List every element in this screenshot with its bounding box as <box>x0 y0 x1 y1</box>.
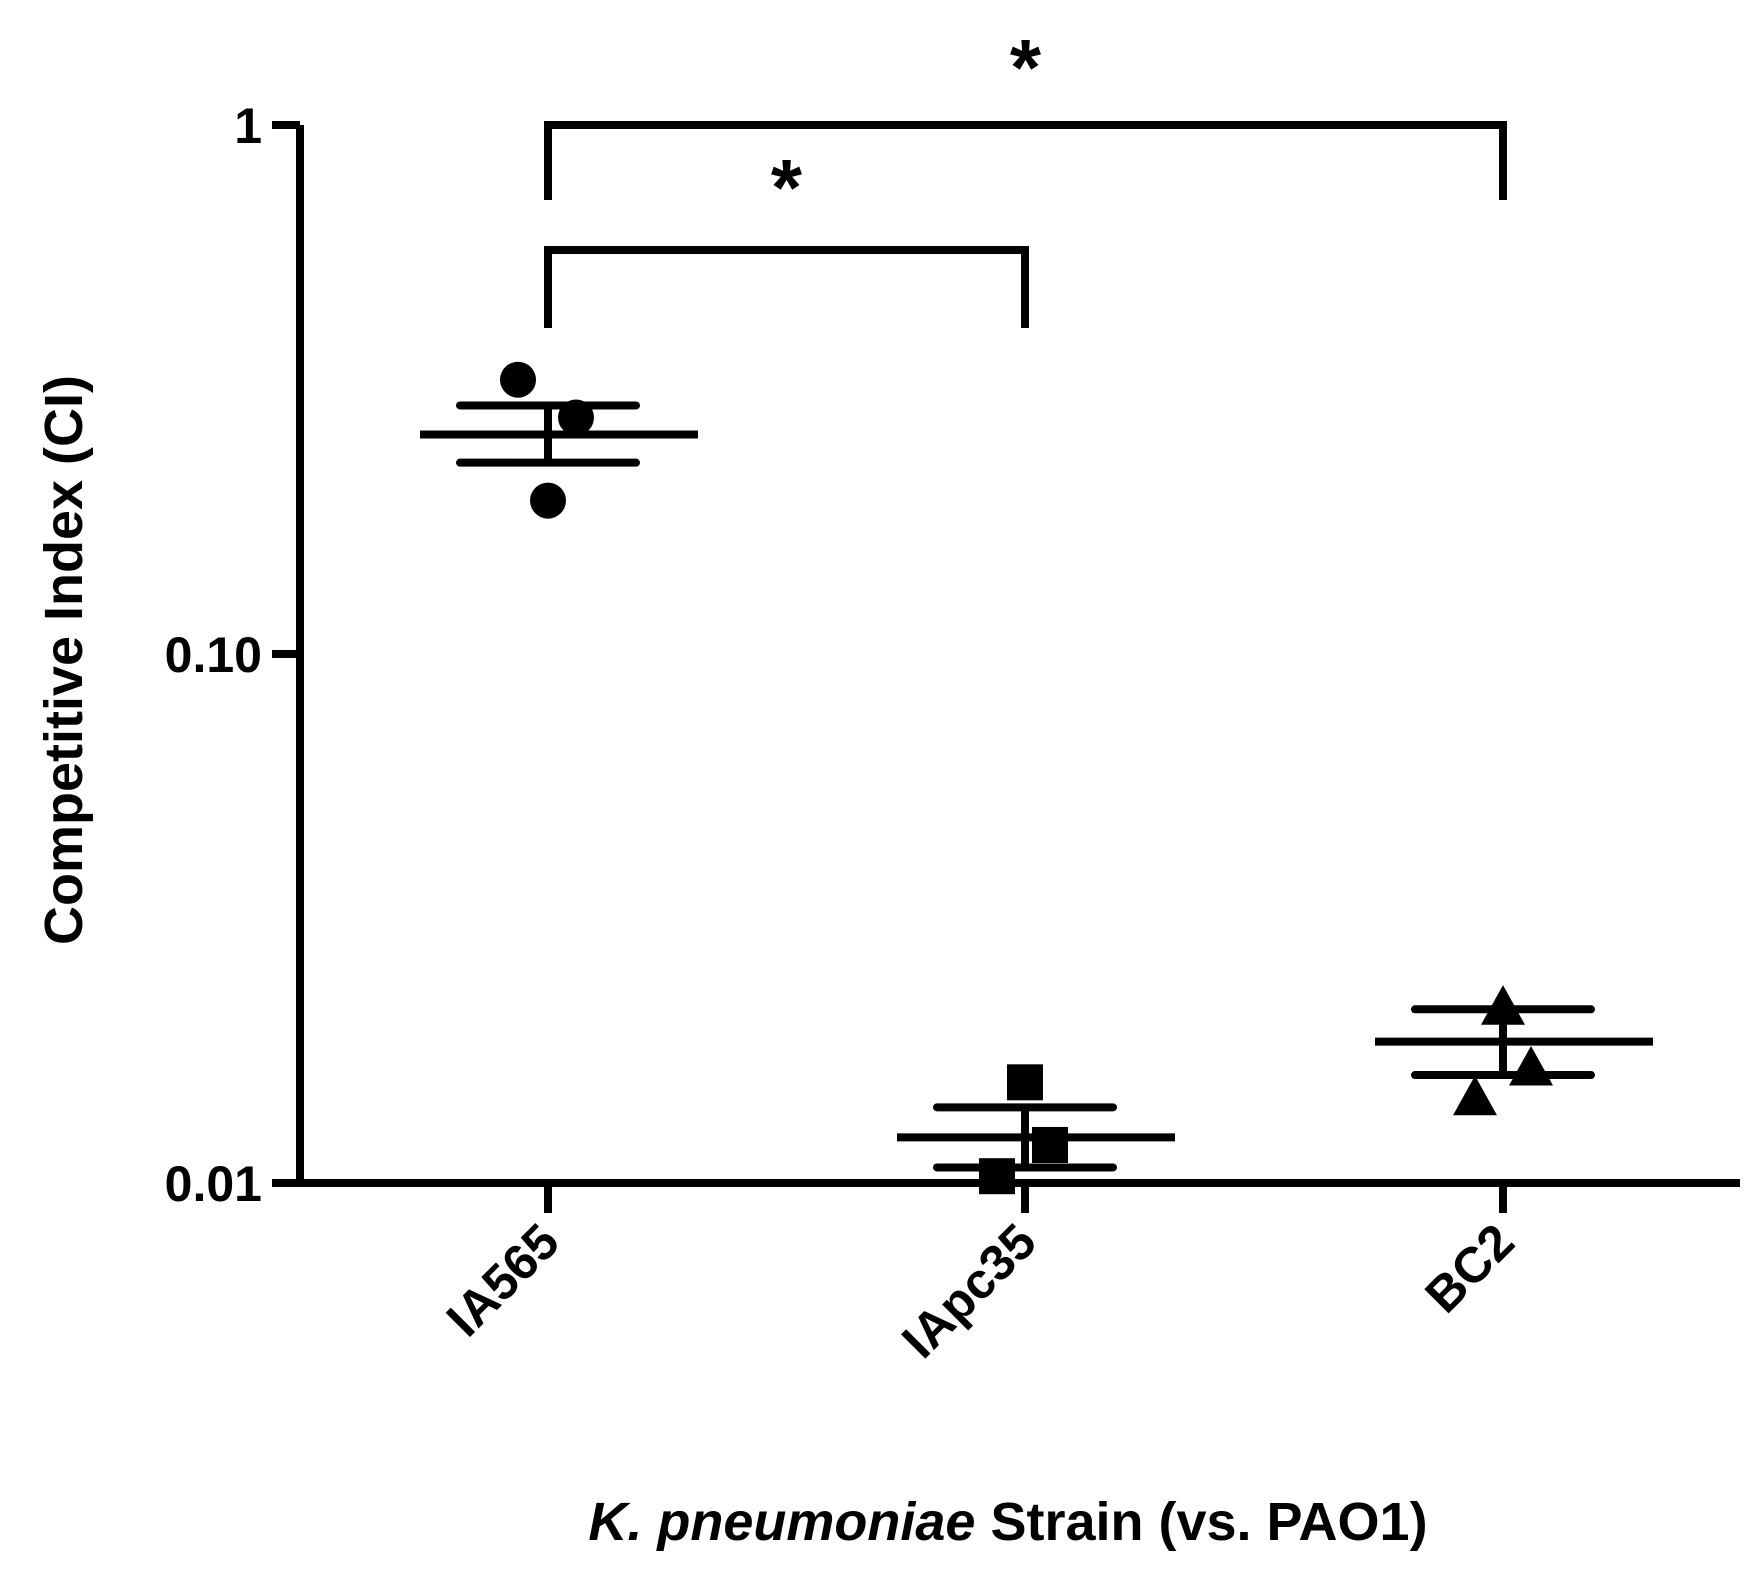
group-BC2 <box>1375 985 1653 1116</box>
point-IA565-2 <box>530 482 566 519</box>
x-axis-title: K. pneumoniae Strain (vs. PAO1) <box>588 1492 1427 1552</box>
point-BC2-2 <box>1453 1075 1497 1116</box>
significance-bracket-0 <box>544 246 1029 328</box>
axes: 0.01 0.10 1 IA565 IApc35 BC2 <box>165 98 1740 1369</box>
significance-label-1: * <box>1010 23 1042 112</box>
point-IApc35-1 <box>1032 1126 1068 1163</box>
y-tick-label-0: 0.01 <box>165 1156 262 1212</box>
x-axis-title-rest: Strain (vs. PAO1) <box>975 1492 1427 1552</box>
x-tick-label-1: IApc35 <box>891 1213 1047 1369</box>
significance-label-0: * <box>771 143 803 232</box>
group-IApc35 <box>897 1064 1175 1195</box>
significance-brackets: ** <box>544 23 1507 328</box>
x-tick-label-0: IA565 <box>436 1213 570 1347</box>
significance-bracket-1 <box>544 121 1507 200</box>
y-tick-label-2: 1 <box>234 98 262 154</box>
group-IA565 <box>420 361 698 519</box>
x-axis-title-italic: K. pneumoniae <box>588 1492 975 1552</box>
point-IA565-0 <box>500 361 536 398</box>
y-tick-label-1: 0.10 <box>165 627 262 683</box>
point-BC2-0 <box>1481 985 1525 1025</box>
data-marks <box>420 361 1653 1195</box>
point-BC2-1 <box>1509 1045 1553 1086</box>
y-axis-title: Competitive Index (CI) <box>34 375 94 945</box>
point-IApc35-0 <box>1007 1064 1043 1101</box>
x-tick-label-2: BC2 <box>1414 1213 1524 1323</box>
